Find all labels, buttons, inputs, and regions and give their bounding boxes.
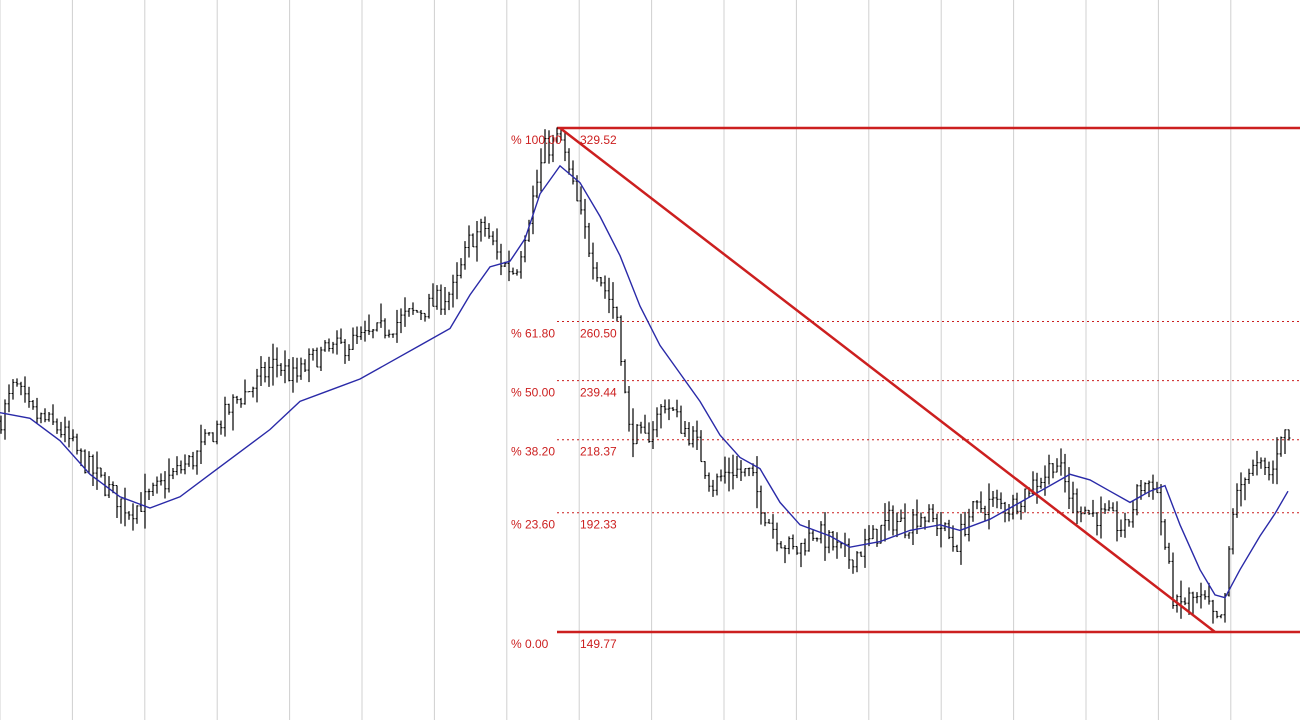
fib-percent-label: % 23.60: [511, 518, 555, 532]
fib-value-label: 239.44: [580, 386, 617, 400]
fib-percent-label: % 50.00: [511, 386, 555, 400]
fib-percent-label: % 38.20: [511, 445, 555, 459]
fibonacci-level-labels: % 100.00 329.52 % 61.80 260.50 % 50.00 239.44…: [511, 133, 617, 651]
fib-percent-label: % 61.80: [511, 327, 555, 341]
fib-value-label: 329.52: [580, 133, 617, 147]
vertical-grid: [0, 0, 1232, 720]
moving-average: [0, 164, 1289, 599]
moving-average-line: [0, 164, 1289, 599]
fib-trendline: [559, 127, 1216, 633]
fibonacci-trendline: [559, 127, 1216, 633]
price-bars: [0, 127, 1291, 624]
fib-value-label: 260.50: [580, 327, 617, 341]
fib-percent-label: % 100.00: [511, 133, 562, 147]
fib-value-label: 192.33: [580, 518, 617, 532]
fib-value-label: 218.37: [580, 445, 617, 459]
fib-percent-label: % 0.00: [511, 637, 549, 651]
fib-value-label: 149.77: [580, 637, 617, 651]
